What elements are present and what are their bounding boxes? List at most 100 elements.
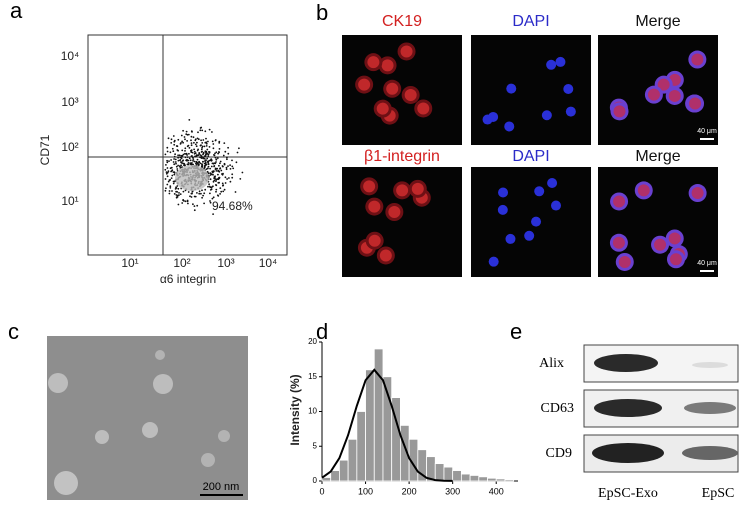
event-dot bbox=[199, 127, 202, 129]
event-dot bbox=[227, 152, 230, 155]
event-dot bbox=[226, 178, 229, 180]
event-dot bbox=[172, 182, 175, 185]
event-dot bbox=[212, 143, 215, 145]
event-dot bbox=[202, 139, 205, 141]
event-dot bbox=[176, 185, 179, 187]
event-dot bbox=[203, 145, 206, 148]
event-dot bbox=[167, 180, 170, 183]
event-dot bbox=[231, 165, 234, 168]
event-dot bbox=[197, 154, 200, 157]
nucleus bbox=[618, 255, 631, 268]
bar bbox=[339, 459, 349, 482]
event-dot bbox=[193, 148, 196, 151]
event-dot bbox=[205, 142, 208, 145]
protein-label: CD9 bbox=[546, 446, 572, 461]
nucleus bbox=[379, 249, 392, 262]
event-dot bbox=[205, 159, 207, 162]
event-dot bbox=[199, 129, 202, 132]
blot-band bbox=[594, 354, 658, 372]
event-dot bbox=[209, 178, 212, 181]
event-dot bbox=[165, 172, 168, 175]
event-dot bbox=[164, 189, 167, 192]
event-dot bbox=[213, 165, 216, 167]
event-dot bbox=[209, 201, 212, 204]
event-dot bbox=[192, 156, 194, 159]
event-dot bbox=[165, 187, 167, 190]
x-tick-label: 10¹ bbox=[121, 256, 138, 270]
event-dot bbox=[187, 144, 190, 147]
nucleus bbox=[400, 45, 413, 58]
event-dot bbox=[179, 159, 181, 162]
event-dot bbox=[216, 194, 219, 197]
event-dot bbox=[166, 146, 169, 149]
event-dot bbox=[182, 129, 185, 132]
event-dot bbox=[177, 203, 180, 206]
event-dot bbox=[177, 187, 180, 190]
event-dot bbox=[179, 156, 182, 159]
sample-label: EpSC bbox=[702, 486, 735, 501]
event-dot bbox=[223, 163, 226, 166]
event-dot bbox=[172, 180, 175, 183]
y-tick-label: 5 bbox=[313, 441, 318, 450]
blot-band bbox=[682, 446, 738, 460]
event-dot bbox=[167, 170, 170, 173]
event-dot bbox=[190, 130, 193, 133]
nucleus bbox=[654, 238, 667, 251]
event-dot bbox=[202, 194, 205, 197]
event-dot bbox=[187, 133, 190, 136]
event-dot bbox=[206, 157, 209, 160]
event-dot bbox=[216, 157, 219, 160]
event-dot bbox=[232, 167, 235, 170]
event-dot bbox=[219, 193, 222, 195]
event-dot bbox=[175, 186, 177, 189]
event-dot bbox=[217, 173, 219, 176]
event-dot bbox=[173, 163, 176, 166]
event-dot bbox=[198, 152, 201, 154]
nucleus bbox=[565, 106, 576, 117]
nucleus bbox=[497, 204, 508, 215]
event-dot bbox=[205, 163, 208, 166]
event-dot bbox=[164, 178, 167, 180]
event-dot bbox=[209, 192, 211, 195]
event-dot bbox=[194, 155, 197, 158]
panel-label: b bbox=[316, 0, 328, 25]
event-dot bbox=[186, 163, 189, 166]
event-dot bbox=[214, 139, 217, 142]
event-dot bbox=[223, 142, 226, 145]
bar bbox=[478, 476, 488, 482]
event-dot bbox=[173, 158, 176, 160]
event-dot bbox=[187, 202, 189, 205]
western-blot: Alix CD63 CD9 EpSC-Exo EpSC bbox=[539, 344, 739, 501]
event-dot bbox=[198, 190, 201, 193]
event-dot bbox=[176, 196, 179, 198]
event-dot bbox=[202, 160, 204, 163]
event-dot bbox=[219, 167, 221, 170]
event-dot bbox=[190, 139, 192, 142]
event-dot bbox=[217, 169, 220, 172]
event-dot bbox=[180, 142, 182, 144]
bar bbox=[365, 369, 375, 482]
event-dot bbox=[192, 159, 194, 162]
event-dot bbox=[177, 154, 180, 157]
event-dot bbox=[198, 164, 200, 166]
tem-image: 200 nm bbox=[47, 336, 248, 500]
event-dot bbox=[200, 155, 203, 157]
event-dot bbox=[196, 158, 199, 161]
event-dot bbox=[218, 164, 220, 167]
vesicle bbox=[48, 373, 68, 393]
event-dot bbox=[215, 158, 218, 161]
event-dot bbox=[205, 150, 208, 153]
event-dot bbox=[215, 188, 218, 191]
event-dot bbox=[170, 177, 173, 180]
stain-label: Merge bbox=[635, 13, 680, 30]
vesicle bbox=[201, 453, 215, 467]
event-dot bbox=[178, 154, 181, 157]
vesicle bbox=[95, 430, 109, 444]
nucleus bbox=[637, 184, 650, 197]
nucleus bbox=[396, 184, 409, 197]
vesicle bbox=[218, 430, 230, 442]
event-dot bbox=[199, 144, 202, 147]
event-dot bbox=[172, 161, 175, 163]
event-dot bbox=[165, 171, 168, 174]
event-dot bbox=[222, 184, 225, 187]
